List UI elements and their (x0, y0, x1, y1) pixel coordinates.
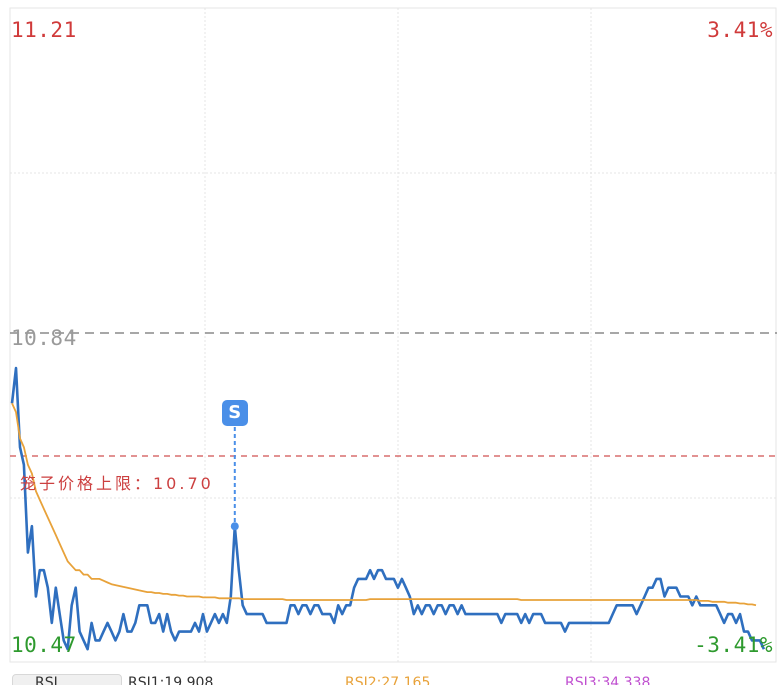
prev-close-label: 10.84 (11, 326, 77, 350)
pct-axis-min-label: -3.41% (694, 633, 773, 657)
average-line (11, 402, 757, 607)
y-axis-min-label: 10.47 (11, 633, 77, 657)
pct-axis-max-label: 3.41% (707, 18, 773, 42)
y-axis-max-label: 11.21 (11, 18, 77, 42)
rsi-tab-button[interactable]: RSI (12, 674, 122, 685)
sell-marker-badge[interactable]: S (221, 400, 248, 426)
rsi1-value: RSI1:19.908 (128, 675, 214, 685)
plot-frame (9, 7, 777, 663)
rsi-indicator-bar: RSI RSI1:19.908 RSI2:27.165 RSI3:34.338 (0, 670, 777, 685)
price-line (10, 366, 766, 651)
marker-dot (230, 522, 239, 531)
price-limit-label: 笼子价格上限：10.70 (20, 474, 214, 493)
rsi3-value: RSI3:34.338 (565, 675, 651, 685)
rsi2-value: RSI2:27.165 (345, 675, 431, 685)
